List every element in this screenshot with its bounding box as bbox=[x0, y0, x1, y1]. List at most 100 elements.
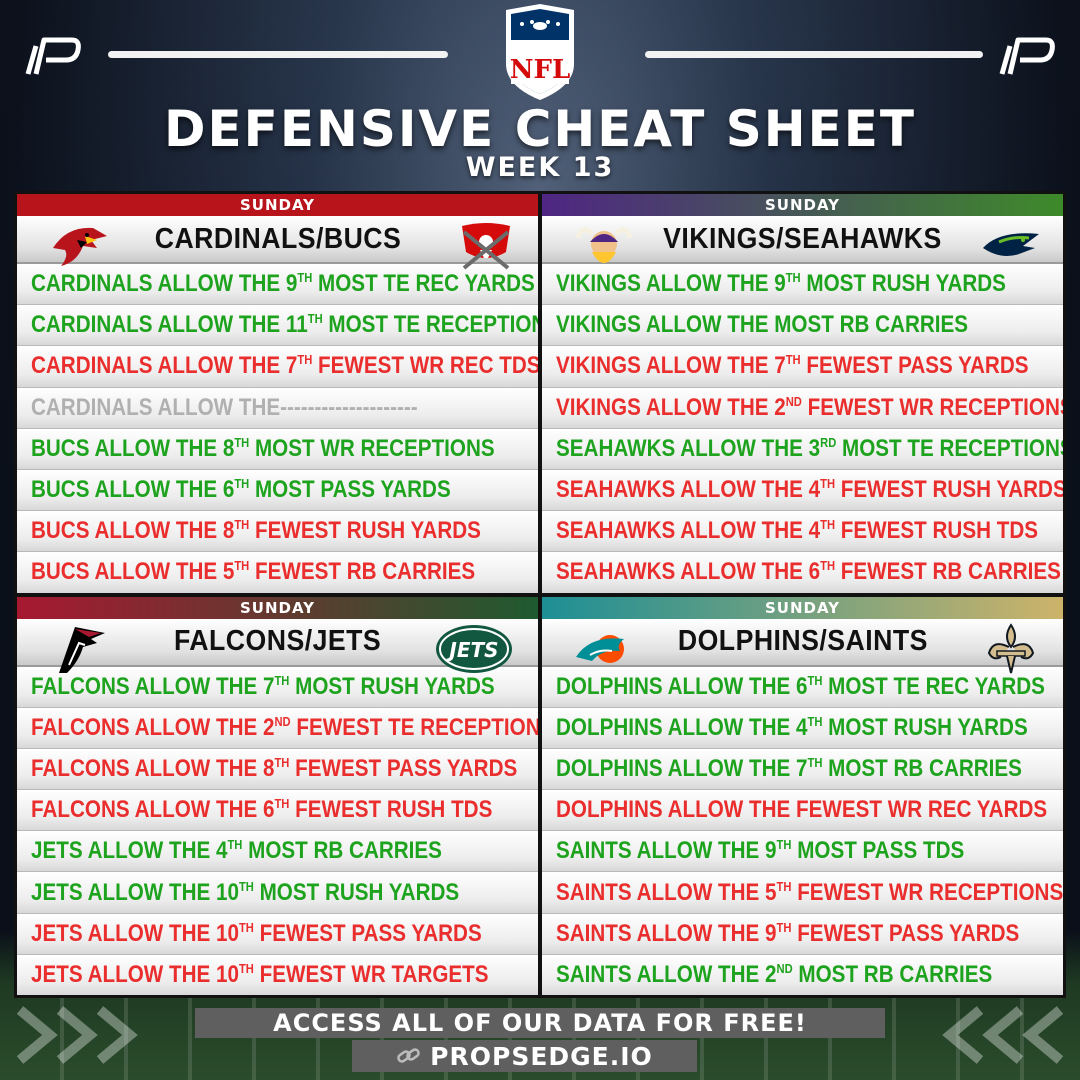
vikings-logo-icon bbox=[572, 218, 636, 274]
footer-url-text[interactable]: PROPSEDGE.IO bbox=[430, 1041, 653, 1071]
stat-ordinal-suffix: TH bbox=[297, 352, 313, 368]
matchup-header: FALCONS/JETS JETS bbox=[17, 618, 538, 673]
stat-text: MOST RUSH YARDS bbox=[289, 672, 495, 700]
stat-text: JETS ALLOW THE 4 bbox=[31, 837, 228, 865]
stat-text: JETS ALLOW THE 10 bbox=[31, 878, 239, 906]
stat-text: DOLPHINS ALLOW THE 4 bbox=[556, 713, 808, 741]
stat-ordinal-suffix: TH bbox=[820, 558, 836, 574]
stat-text: SAINTS ALLOW THE 9 bbox=[556, 919, 777, 947]
stat-text: MOST TE REC YARDS bbox=[822, 672, 1045, 700]
stat-list: VIKINGS ALLOW THE 9TH MOST RUSH YARDS VIK… bbox=[542, 264, 1063, 593]
stat-text: FALCONS ALLOW THE 2 bbox=[31, 713, 275, 741]
stat-item: SEAHAWKS ALLOW THE 4TH FEWEST RUSH TDS bbox=[542, 511, 1063, 553]
stat-ordinal-suffix: TH bbox=[297, 270, 313, 286]
day-label: SUNDAY bbox=[542, 596, 1063, 619]
footer-url[interactable]: PROPSEDGE.IO bbox=[352, 1040, 697, 1072]
propsedge-logo-icon bbox=[999, 37, 1055, 75]
falcons-logo-icon bbox=[47, 621, 111, 677]
stat-item: CARDINALS ALLOW THE 7TH FEWEST WR REC TD… bbox=[17, 346, 538, 388]
stat-text: BUCS ALLOW THE 8 bbox=[31, 434, 235, 462]
stat-list: CARDINALS ALLOW THE 9TH MOST TE REC YARD… bbox=[17, 264, 538, 593]
stat-text: SEAHAWKS ALLOW THE 6 bbox=[556, 558, 821, 586]
matchup-title: CARDINALS/BUCS bbox=[154, 222, 401, 255]
stat-text: MOST RB CARRIES bbox=[242, 837, 442, 865]
stat-ordinal-suffix: TH bbox=[234, 558, 250, 574]
stat-ordinal-suffix: ND bbox=[274, 713, 291, 729]
chevron-decoration-icon bbox=[16, 1006, 138, 1064]
stat-ordinal-suffix: TH bbox=[274, 672, 290, 688]
stat-text: SAINTS ALLOW THE 2 bbox=[556, 960, 777, 988]
stat-item: JETS ALLOW THE 4TH MOST RB CARRIES bbox=[17, 831, 538, 873]
stat-ordinal-suffix: TH bbox=[234, 476, 250, 492]
footer-cta: ACCESS ALL OF OUR DATA FOR FREE! bbox=[195, 1008, 885, 1038]
stat-text: VIKINGS ALLOW THE 2 bbox=[556, 393, 786, 421]
stat-text: FEWEST WR RECEPTIONS bbox=[791, 878, 1063, 906]
stat-ordinal-suffix: TH bbox=[820, 517, 836, 533]
stat-item: SAINTS ALLOW THE 9TH MOST PASS TDS bbox=[542, 831, 1063, 873]
stat-text: SAINTS ALLOW THE 5 bbox=[556, 878, 777, 906]
stat-text: FEWEST PASS YARDS bbox=[253, 919, 482, 947]
stat-item: SAINTS ALLOW THE 9TH FEWEST PASS YARDS bbox=[542, 913, 1063, 955]
stat-item: FALCONS ALLOW THE 6TH FEWEST RUSH TDS bbox=[17, 790, 538, 832]
dolphins-logo-icon bbox=[572, 621, 636, 677]
matchup-grid: SUNDAY CARDINALS/BUCS CARDINALS ALLOW THE … bbox=[14, 191, 1066, 998]
day-label: SUNDAY bbox=[17, 194, 538, 216]
header-divider-left bbox=[108, 51, 448, 58]
stat-text: SEAHAWKS ALLOW THE 4 bbox=[556, 476, 821, 504]
stat-ordinal-suffix: TH bbox=[776, 837, 792, 853]
stat-item: CARDINALS ALLOW THE-------------------- bbox=[17, 387, 538, 429]
chevron-decoration-icon bbox=[942, 1006, 1064, 1064]
stat-text: MOST PASS TDS bbox=[791, 837, 965, 865]
matchup-panel: SUNDAY DOLPHINS/SAINTS DOLPHINS ALLOW THE … bbox=[542, 596, 1063, 995]
stat-ordinal-suffix: TH bbox=[238, 919, 254, 935]
jets-logo-icon: JETS bbox=[434, 621, 514, 677]
stat-item: SEAHAWKS ALLOW THE 4TH FEWEST RUSH YARDS bbox=[542, 469, 1063, 512]
svg-text:JETS: JETS bbox=[445, 638, 498, 662]
stat-text: DOLPHINS ALLOW THE FEWEST WR REC YARDS bbox=[556, 796, 1048, 824]
day-label: SUNDAY bbox=[542, 194, 1063, 216]
stat-text: FALCONS ALLOW THE 7 bbox=[31, 672, 275, 700]
matchup-header: CARDINALS/BUCS bbox=[17, 216, 538, 270]
stat-text: MOST TE RECEPTIONS bbox=[322, 311, 538, 339]
stat-list: FALCONS ALLOW THE 7TH MOST RUSH YARDS FAL… bbox=[17, 666, 538, 995]
stat-item: FALCONS ALLOW THE 8TH FEWEST PASS YARDS bbox=[17, 748, 538, 791]
stat-ordinal-suffix: TH bbox=[785, 352, 801, 368]
stat-ordinal-suffix: TH bbox=[227, 837, 243, 853]
link-icon bbox=[397, 1048, 420, 1063]
stat-item: SAINTS ALLOW THE 5TH FEWEST WR RECEPTION… bbox=[542, 872, 1063, 914]
page-subtitle: WEEK 13 bbox=[465, 152, 615, 183]
stat-item: BUCS ALLOW THE 8TH FEWEST RUSH YARDS bbox=[17, 511, 538, 553]
stat-text: DOLPHINS ALLOW THE 7 bbox=[556, 754, 808, 782]
stat-text: BUCS ALLOW THE 6 bbox=[31, 476, 235, 504]
stat-text: CARDINALS ALLOW THE-------------------- bbox=[31, 393, 418, 421]
stat-text: FEWEST RB CARRIES bbox=[249, 558, 476, 586]
stat-item: VIKINGS ALLOW THE 7TH FEWEST PASS YARDS bbox=[542, 346, 1063, 388]
stat-text: CARDINALS ALLOW THE 7 bbox=[31, 352, 298, 380]
stat-text: FEWEST RB CARRIES bbox=[835, 558, 1061, 586]
stat-text: BUCS ALLOW THE 5 bbox=[31, 558, 235, 586]
stat-ordinal-suffix: TH bbox=[234, 434, 250, 450]
stat-item: DOLPHINS ALLOW THE 7TH MOST RB CARRIES bbox=[542, 748, 1063, 791]
header-divider-right bbox=[645, 51, 983, 58]
stat-text: VIKINGS ALLOW THE 7 bbox=[556, 352, 786, 380]
matchup-title: VIKINGS/SEAHAWKS bbox=[663, 222, 942, 255]
seahawks-logo-icon bbox=[979, 218, 1043, 274]
cardinals-logo-icon bbox=[47, 218, 111, 274]
stat-item: CARDINALS ALLOW THE 11TH MOST TE RECEPTI… bbox=[17, 305, 538, 347]
stat-text: JETS ALLOW THE 10 bbox=[31, 960, 239, 988]
stat-ordinal-suffix: TH bbox=[274, 754, 290, 770]
stat-text: MOST TE REC YARDS bbox=[312, 270, 535, 298]
stat-text: FEWEST WR TARGETS bbox=[253, 960, 489, 988]
stat-text: CARDINALS ALLOW THE 9 bbox=[31, 270, 298, 298]
matchup-panel: SUNDAY CARDINALS/BUCS CARDINALS ALLOW THE … bbox=[17, 194, 538, 593]
stat-text: FEWEST TE RECEPTIONS bbox=[290, 713, 538, 741]
stat-text: FEWEST RUSH YARDS bbox=[835, 476, 1063, 504]
stat-text: SEAHAWKS ALLOW THE 3 bbox=[556, 434, 821, 462]
matchup-panel: SUNDAY FALCONS/JETS JETS FALCONS ALLOW THE … bbox=[17, 596, 538, 995]
stat-item: BUCS ALLOW THE 5TH FEWEST RB CARRIES bbox=[17, 552, 538, 593]
stat-item: SEAHAWKS ALLOW THE 6TH FEWEST RB CARRIES bbox=[542, 552, 1063, 593]
stat-text: FEWEST RUSH YARDS bbox=[249, 517, 481, 545]
stat-text: FEWEST WR REC TDS bbox=[312, 352, 538, 380]
stat-item: VIKINGS ALLOW THE MOST RB CARRIES bbox=[542, 305, 1063, 347]
saints-logo-icon bbox=[979, 621, 1043, 677]
